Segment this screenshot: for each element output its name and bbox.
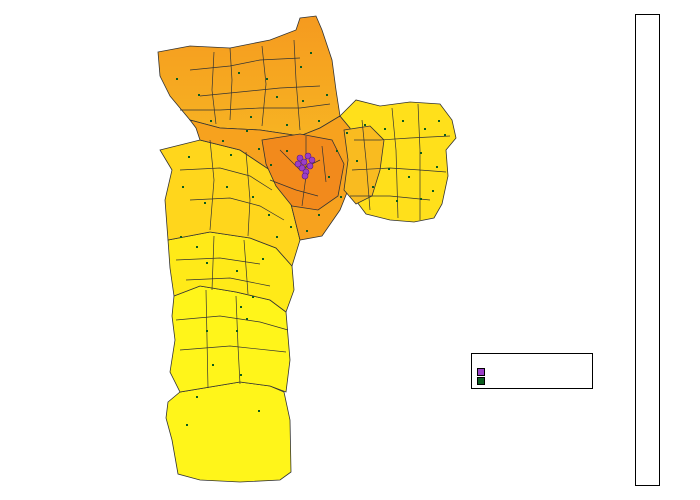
legend-item-destination: [477, 377, 490, 385]
color-scale-bar: [635, 14, 660, 486]
destination-points: [176, 52, 446, 426]
origin-points: [294, 152, 316, 180]
origin-swatch: [477, 368, 485, 376]
legend-item-origin: [477, 368, 490, 376]
region-south-1: [165, 381, 292, 483]
district-map: [157, 15, 457, 483]
legend: [471, 353, 593, 389]
destination-swatch: [477, 377, 485, 385]
region-north: [157, 15, 341, 137]
